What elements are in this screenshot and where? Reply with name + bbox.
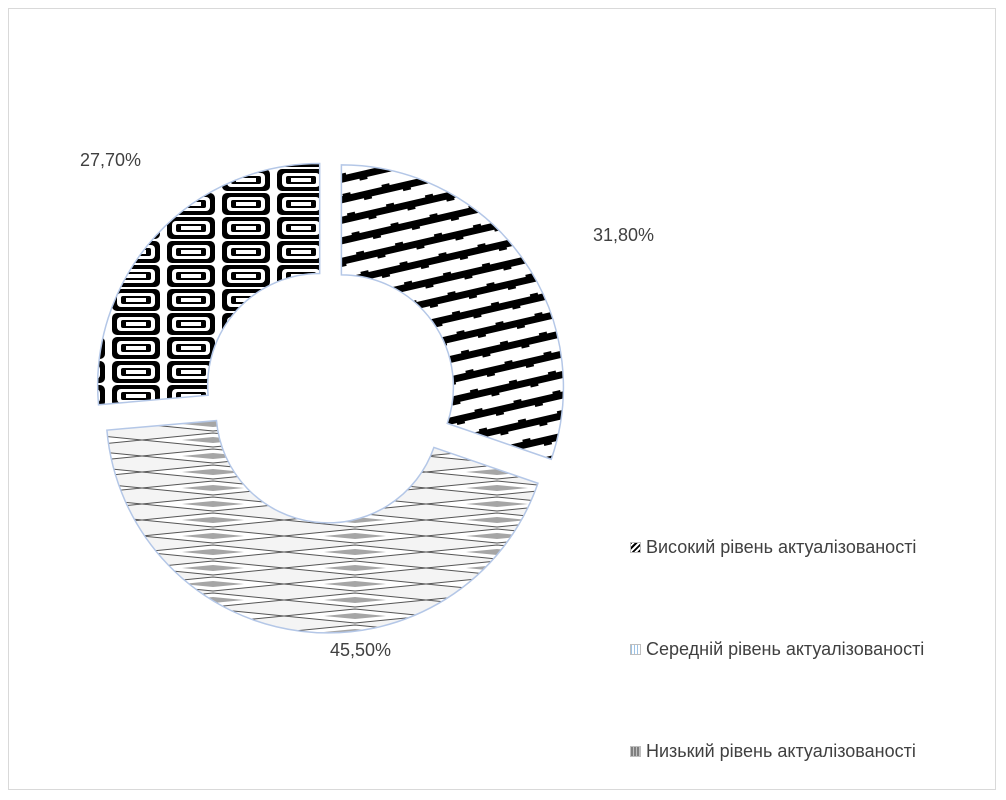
- legend-item-high: Високий рівень актуалізованості: [630, 537, 916, 558]
- data-label-high: 31,80%: [593, 225, 655, 245]
- legend-item-medium: Середній рівень актуалізованості: [630, 639, 924, 660]
- legend-label-low: Низький рівень актуалізованості: [646, 741, 916, 761]
- legend-swatch-medium-icon: [630, 644, 641, 655]
- donut-slice-high: [340, 164, 565, 461]
- legend-label-medium: Середній рівень актуалізованості: [646, 639, 925, 659]
- donut-slice-low: [96, 162, 321, 406]
- legend-label-high: Високий рівень актуалізованості: [646, 537, 917, 557]
- legend-item-low: Низький рівень актуалізованості: [630, 741, 916, 762]
- data-label-low: 27,70%: [80, 150, 142, 170]
- legend-swatch-high-icon: [630, 542, 641, 553]
- donut-slice-medium: [106, 419, 539, 634]
- legend-swatch-low-icon: [630, 746, 641, 757]
- data-label-medium: 45,50%: [330, 640, 392, 660]
